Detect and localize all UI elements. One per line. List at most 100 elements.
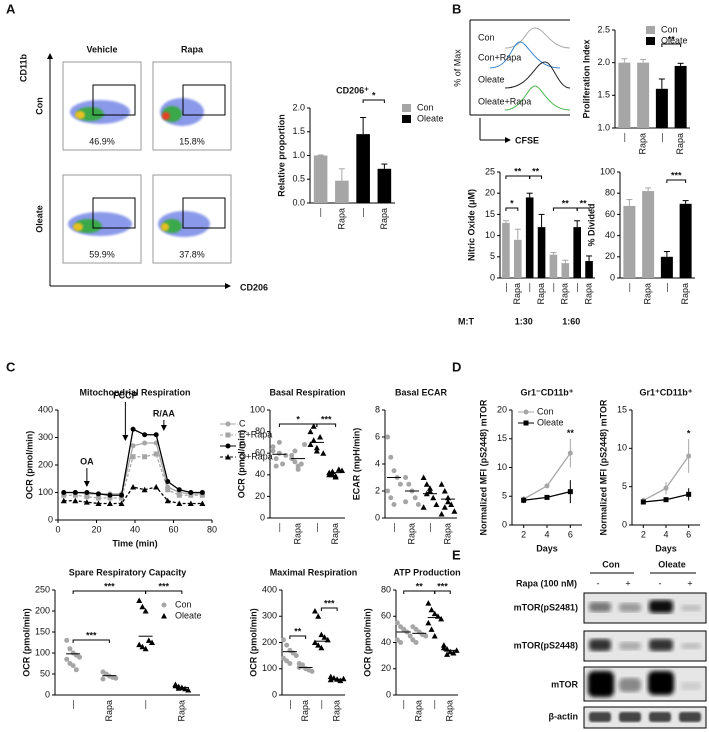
significance-bracket — [145, 590, 183, 594]
marker — [317, 434, 324, 440]
legend-label: Con — [661, 24, 678, 34]
marker — [663, 497, 669, 503]
y-tick-label: 6 — [375, 431, 380, 441]
marker — [113, 675, 119, 681]
bar — [585, 261, 593, 278]
marker — [182, 685, 189, 692]
marker — [523, 420, 529, 426]
marker — [276, 450, 282, 456]
x-tick-label: 60 — [168, 524, 178, 534]
blot-row-label: mTOR(pS2448) — [514, 640, 578, 650]
marker — [299, 662, 305, 668]
legend-swatch — [402, 104, 411, 112]
histogram-axis-label: % of Max — [452, 49, 462, 87]
y-tick-label: 400 — [38, 404, 53, 414]
marker — [289, 452, 295, 458]
significance: * — [687, 429, 691, 439]
marker — [107, 495, 113, 501]
histogram-label: Con — [478, 32, 495, 42]
category-label: — — [656, 133, 666, 142]
y-tick-label: 200 — [35, 605, 50, 615]
marker — [165, 479, 171, 484]
marker — [136, 641, 143, 648]
marker — [431, 610, 438, 617]
marker — [385, 488, 391, 494]
marker — [130, 426, 136, 432]
marker — [403, 475, 409, 480]
marker — [60, 497, 67, 504]
marker — [280, 637, 286, 643]
legend-label: Oleate — [417, 113, 444, 123]
y-axis-label: OCR (pmol/min) — [362, 608, 372, 677]
category-label: Rapa — [379, 208, 389, 230]
y-tick-label: 15 — [617, 404, 627, 414]
category-label: Rapa — [536, 283, 546, 305]
marker — [130, 484, 137, 490]
chart-title: Maximal Respiration — [270, 567, 358, 577]
y-tick-label: 2.5 — [597, 24, 610, 34]
chart-title: Gr1⁻CD11b⁺ — [520, 387, 573, 397]
significance: ** — [416, 581, 424, 591]
y-tick-label: 10 — [497, 462, 507, 472]
significance-bracket — [362, 99, 385, 103]
y-tick-label: 0 — [260, 512, 265, 522]
marker — [307, 441, 314, 448]
category-label: — — [274, 523, 284, 532]
y-tick-label: 5 — [622, 481, 627, 491]
y-tick-label: 200 — [262, 637, 277, 647]
marker — [130, 443, 136, 449]
marker — [339, 467, 346, 473]
flow-axis-label: CD206 — [240, 282, 268, 292]
category-label: — — [140, 700, 150, 709]
category-label: — — [68, 700, 78, 709]
significance-bracket — [278, 423, 318, 427]
cfse-histogram: Con Con+Rapa Oleate Oleate+Rapa % of Max… — [452, 19, 571, 145]
flow-row: Con — [34, 97, 44, 115]
group-label: 1:60 — [562, 316, 580, 326]
y-tick-label: 40 — [381, 637, 391, 647]
y-tick-label: 0 — [375, 512, 380, 522]
significance: ** — [562, 198, 570, 208]
marker — [521, 497, 527, 503]
marker — [329, 468, 336, 475]
blot-row-label: mTOR(pS2481) — [514, 602, 578, 612]
marker — [430, 494, 437, 501]
legend-label: O+Rapa — [239, 451, 273, 461]
category-label: Rapa — [293, 523, 303, 545]
marker — [175, 685, 182, 691]
marker — [686, 491, 692, 497]
marker — [302, 442, 308, 448]
marker — [61, 490, 67, 495]
category-label: — — [624, 283, 634, 292]
y-axis-label: OCR (pmol/min) — [24, 431, 34, 500]
marker — [407, 633, 413, 639]
marker — [161, 613, 167, 619]
y-tick-label: 4 — [375, 458, 380, 468]
marker — [388, 495, 394, 501]
marker — [544, 494, 550, 500]
category-label: — — [315, 208, 325, 217]
marker — [280, 461, 286, 467]
marker — [153, 484, 160, 490]
bar — [655, 88, 668, 128]
bar — [660, 256, 673, 278]
marker — [188, 492, 194, 498]
category-label: Rapa — [583, 283, 593, 305]
bar — [525, 197, 534, 278]
series-line — [523, 452, 571, 500]
y-tick-label: 2.0 — [597, 57, 610, 67]
y-axis-label: ECAR (mpH/min) — [351, 428, 361, 501]
marker — [185, 686, 192, 693]
category-label: — — [548, 283, 558, 292]
marker — [273, 463, 279, 469]
legend-label: Oleate — [661, 35, 688, 45]
marker — [161, 602, 167, 608]
marker — [199, 500, 206, 506]
gate-percentage: 46.9% — [89, 136, 115, 146]
marker — [663, 485, 669, 491]
y-tick-label: 15 — [497, 433, 507, 443]
group-label: M:T — [458, 316, 474, 326]
category-label: Rapa — [675, 133, 685, 155]
marker — [287, 661, 293, 666]
category-label: Rapa — [512, 283, 522, 305]
